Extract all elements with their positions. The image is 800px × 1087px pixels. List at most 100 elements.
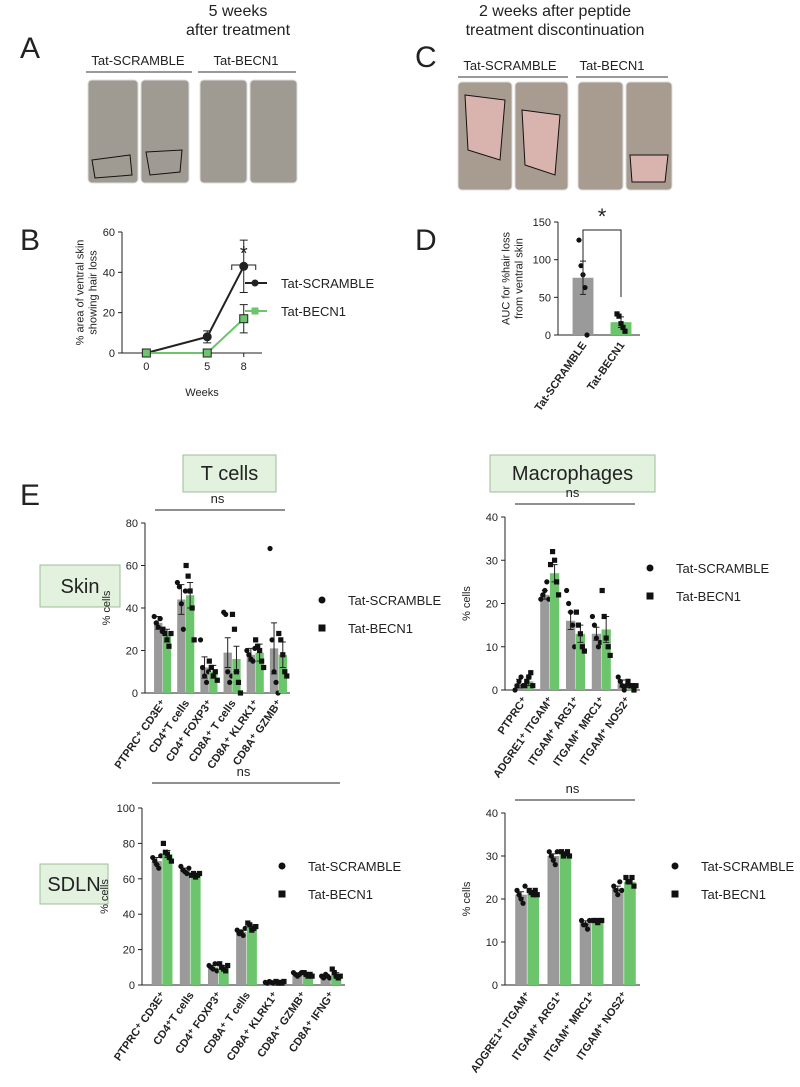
data-point	[281, 978, 287, 985]
y-tick-label: 0	[109, 348, 115, 360]
bar	[559, 853, 572, 985]
data-point	[616, 313, 622, 319]
data-point	[168, 858, 174, 864]
data-point	[176, 584, 182, 590]
section-title: Macrophages	[512, 463, 633, 485]
heading: 2 weeks after peptide	[479, 3, 631, 20]
data-point	[555, 592, 562, 598]
series-line	[146, 265, 245, 354]
data-point	[548, 853, 554, 859]
data-point	[253, 923, 259, 930]
data-point	[214, 968, 220, 974]
data-point	[160, 626, 166, 632]
legend-marker	[318, 624, 326, 632]
heading: after treatment	[186, 22, 291, 39]
bar	[207, 967, 219, 985]
data-point	[631, 883, 637, 889]
legend-marker	[646, 592, 654, 600]
data-point	[337, 973, 343, 979]
y-tick-label: 60	[103, 227, 115, 239]
data-point	[538, 596, 544, 602]
y-tick-label: 40	[123, 909, 135, 921]
data-point	[578, 917, 585, 924]
data-point	[582, 284, 588, 291]
legend-label: Tat-SCRAMBLE	[308, 859, 402, 874]
data-point	[526, 674, 532, 680]
data-point	[257, 647, 263, 654]
data-point	[570, 622, 576, 628]
legend-marker	[278, 890, 286, 898]
data-point	[217, 961, 223, 967]
y-axis-label: from ventral skin	[514, 238, 526, 319]
legend-label: Tat-BECN1	[676, 589, 741, 604]
data-point	[607, 652, 613, 658]
y-tick-label: 100	[533, 255, 551, 267]
x-tick-label: 0	[143, 361, 149, 373]
legend-marker	[278, 862, 286, 870]
y-tick-label: 10	[486, 937, 498, 949]
data-point	[162, 630, 168, 637]
data-point	[550, 857, 556, 863]
data-point	[212, 961, 218, 967]
legend-marker	[318, 596, 326, 604]
x-tick-label: 8	[241, 361, 247, 373]
data-point	[190, 870, 197, 877]
data-point	[623, 874, 629, 881]
data-point	[186, 865, 192, 871]
data-point	[564, 849, 571, 855]
data-point	[582, 922, 589, 928]
data-point	[573, 609, 579, 615]
data-point	[164, 637, 170, 643]
data-point	[206, 658, 212, 664]
data-point	[201, 673, 208, 679]
data-point	[534, 892, 540, 898]
bar	[624, 881, 636, 985]
bar	[190, 875, 201, 985]
data-point	[532, 887, 538, 893]
y-tick-label: 60	[123, 874, 135, 886]
x-tick-label: ADGRE1⁺ ITGAM⁺	[469, 990, 534, 1076]
data-point	[157, 616, 163, 622]
data-point	[613, 887, 619, 894]
label-box	[182, 454, 277, 493]
y-axis-label: % cells	[461, 881, 473, 916]
legend-marker	[671, 862, 679, 870]
data-point	[584, 332, 590, 338]
data-point	[546, 849, 552, 855]
x-tick-label: 5	[204, 361, 210, 373]
legend-label: Tat-SCRAMBLE	[676, 561, 770, 576]
bar	[255, 652, 264, 693]
panel-letter: C	[415, 41, 437, 74]
row-title: Skin	[61, 576, 100, 598]
y-tick-label: 10	[486, 642, 498, 654]
x-tick-label: Tat-SCRAMBLE	[533, 340, 590, 414]
y-tick-label: 150	[533, 217, 551, 229]
data-point	[619, 887, 625, 894]
data-point	[156, 865, 162, 871]
data-point	[282, 669, 288, 675]
annotation: ns	[566, 781, 580, 796]
data-point	[566, 600, 572, 607]
data-point	[605, 644, 611, 650]
data-point	[566, 853, 573, 859]
data-point	[233, 669, 240, 675]
data-point	[553, 579, 560, 585]
data-point	[633, 683, 639, 689]
y-axis-label: AUC for %hair loss	[501, 232, 513, 325]
y-tick-label: 30	[486, 851, 498, 863]
data-point	[189, 605, 195, 611]
data-point	[327, 975, 333, 981]
data-point	[516, 678, 522, 684]
y-axis-label: showing hair loss	[88, 250, 100, 335]
data-point	[542, 587, 548, 594]
y-tick-label: 0	[132, 688, 138, 700]
data-point	[166, 643, 172, 649]
data-point	[160, 840, 166, 846]
mouse-photos	[457, 81, 673, 191]
data-point	[331, 970, 337, 976]
data-point	[174, 579, 180, 586]
data-point	[622, 328, 628, 334]
bar	[565, 620, 576, 690]
data-point	[615, 892, 621, 898]
data-point	[182, 588, 188, 594]
